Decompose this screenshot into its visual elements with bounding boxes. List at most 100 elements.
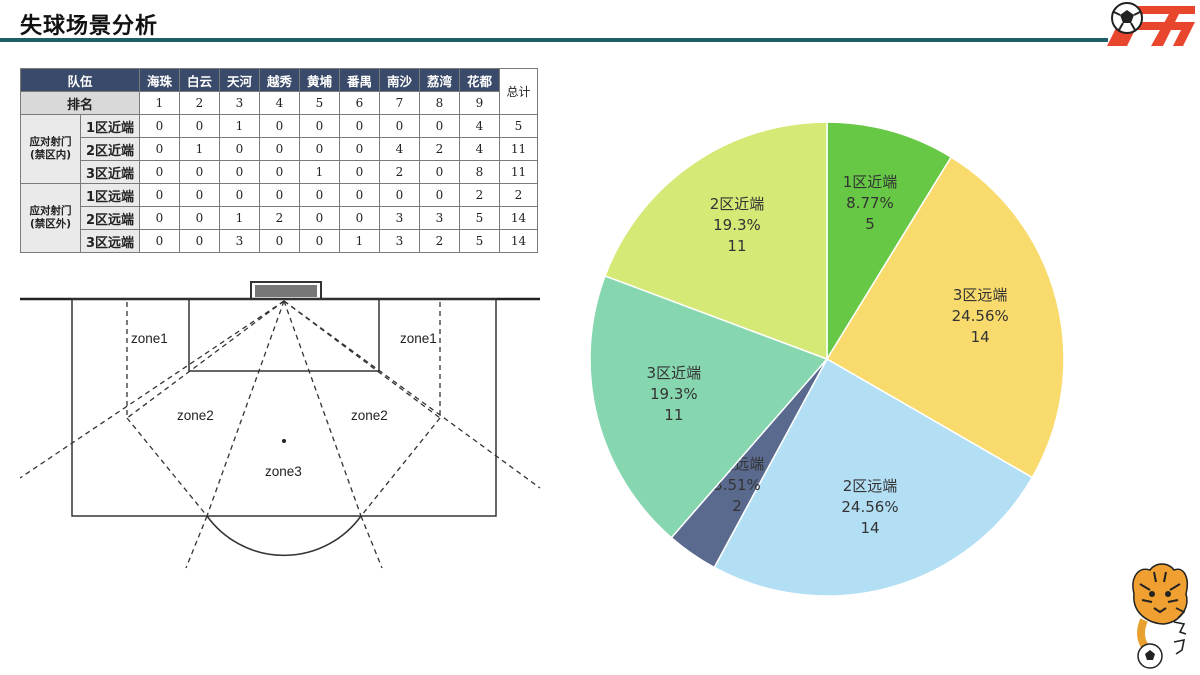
- pie-slice-label: 3区近端 19.3% 11: [647, 364, 702, 424]
- table-row: 2区远端 0 0 1 2 0 0 3 3 5 14: [21, 206, 538, 230]
- rank-cell: 7: [379, 91, 420, 115]
- team-name-cell: 海珠: [139, 68, 180, 92]
- rank-cell: 9: [459, 91, 500, 115]
- group-label-line: 应对射门: [29, 136, 72, 148]
- rank-cell: 8: [419, 91, 460, 115]
- value-cell: 1: [339, 229, 380, 253]
- value-cell: 0: [379, 183, 420, 207]
- value-cell: 2: [379, 160, 420, 184]
- value-cell: 1: [219, 114, 260, 138]
- table-row: 3区近端 0 0 0 0 1 0 2 0 8 11: [21, 160, 538, 184]
- group-label-line: (禁区外): [29, 218, 72, 230]
- value-cell: 0: [299, 137, 340, 161]
- slice-count: 2: [732, 497, 742, 515]
- value-cell: 1: [299, 160, 340, 184]
- value-cell: 0: [419, 183, 460, 207]
- rank-cell: 5: [299, 91, 340, 115]
- team-name-cell: 荔湾: [419, 68, 460, 92]
- zone-label-cell: 1区近端: [80, 114, 140, 138]
- slice-name: 2区远端: [843, 477, 898, 495]
- value-cell: 3: [379, 229, 420, 253]
- value-cell: 0: [339, 114, 380, 138]
- penalty-arc: [206, 515, 362, 557]
- team-name-cell: 花都: [459, 68, 500, 92]
- slice-percent: 3.51%: [713, 476, 761, 494]
- zone-label-cell: 3区远端: [80, 229, 140, 253]
- value-cell: 2: [419, 229, 460, 253]
- slice-count: 14: [860, 519, 879, 537]
- group-label-cell: 应对射门 (禁区内): [20, 114, 81, 184]
- rank-cell: 3: [219, 91, 260, 115]
- zone2-left-label: zone2: [177, 408, 214, 423]
- rank-cell: 4: [259, 91, 300, 115]
- value-cell: 0: [419, 114, 460, 138]
- value-cell: 3: [219, 229, 260, 253]
- pie-slice: [825, 156, 1065, 479]
- value-cell: 0: [259, 137, 300, 161]
- title-divider: [0, 38, 1108, 42]
- value-cell: 0: [259, 114, 300, 138]
- value-cell: 0: [259, 160, 300, 184]
- value-cell: 0: [179, 160, 220, 184]
- value-cell: 0: [179, 206, 220, 230]
- value-cell: 4: [379, 137, 420, 161]
- total-cell: 5: [499, 114, 538, 138]
- zone-label-cell: 2区远端: [80, 206, 140, 230]
- value-cell: 5: [459, 229, 500, 253]
- value-cell: 2: [259, 206, 300, 230]
- value-cell: 0: [259, 183, 300, 207]
- value-cell: 0: [299, 183, 340, 207]
- pie-slice-label: 2区近端 19.3% 11: [710, 195, 765, 255]
- slice-name: 3区近端: [647, 364, 702, 382]
- total-header-cell: 总计: [499, 68, 538, 115]
- team-name-cell: 番禺: [339, 68, 380, 92]
- team-header-cell: 队伍: [20, 68, 140, 92]
- goal-area: [188, 298, 380, 372]
- value-cell: 0: [339, 137, 380, 161]
- team-name-cell: 白云: [179, 68, 220, 92]
- rank-cell: 2: [179, 91, 220, 115]
- value-cell: 0: [299, 206, 340, 230]
- rank-cell: 1: [139, 91, 180, 115]
- value-cell: 0: [299, 114, 340, 138]
- value-cell: 0: [339, 160, 380, 184]
- total-cell: 11: [499, 160, 538, 184]
- value-cell: 5: [459, 206, 500, 230]
- value-cell: 1: [219, 206, 260, 230]
- value-cell: 2: [459, 183, 500, 207]
- zone1-right-label: zone1: [400, 331, 437, 346]
- value-cell: 3: [419, 206, 460, 230]
- pie-slice: [713, 357, 1034, 597]
- value-cell: 0: [179, 114, 220, 138]
- slice-name: 2区近端: [710, 195, 765, 213]
- value-cell: 8: [459, 160, 500, 184]
- value-cell: 0: [179, 183, 220, 207]
- zone2-right-label: zone2: [351, 408, 388, 423]
- table-row: 应对射门 (禁区内) 1区近端 0 0 1 0 0 0 0 0 4 5: [20, 114, 538, 184]
- goals-conceded-table: 队伍 海珠 白云 天河 越秀 黄埔 番禺 南沙 荔湾 花都 总计 排名 1 2 3 4 5 6 7 8 9 应对射门 (禁区…: [20, 68, 538, 253]
- value-cell: 0: [419, 160, 460, 184]
- slice-count: 11: [727, 237, 746, 255]
- value-cell: 0: [139, 160, 180, 184]
- value-cell: 0: [139, 229, 180, 253]
- total-cell: 2: [499, 183, 538, 207]
- page-title: 失球场景分析: [20, 14, 159, 39]
- value-cell: 0: [219, 183, 260, 207]
- pie-slice-label: 2区远端 24.56% 14: [841, 477, 898, 537]
- rank-row: 排名 1 2 3 4 5 6 7 8 9: [20, 91, 538, 115]
- slice-percent: 24.56%: [952, 307, 1009, 325]
- slice-count: 14: [971, 328, 990, 346]
- total-cell: 14: [499, 206, 538, 230]
- slice-count: 5: [865, 215, 875, 233]
- rank-header-cell: 排名: [20, 91, 140, 115]
- table-header-row: 队伍 海珠 白云 天河 越秀 黄埔 番禺 南沙 荔湾 花都 总计: [20, 68, 538, 115]
- pie-slice-label: 1区近端 8.77% 5: [843, 173, 898, 233]
- value-cell: 3: [379, 206, 420, 230]
- team-name-cell: 天河: [219, 68, 260, 92]
- value-cell: 2: [419, 137, 460, 161]
- group-label-line: 应对射门: [29, 205, 72, 217]
- value-cell: 0: [339, 206, 380, 230]
- value-cell: 0: [299, 229, 340, 253]
- slice-name: 3区远端: [953, 286, 1008, 304]
